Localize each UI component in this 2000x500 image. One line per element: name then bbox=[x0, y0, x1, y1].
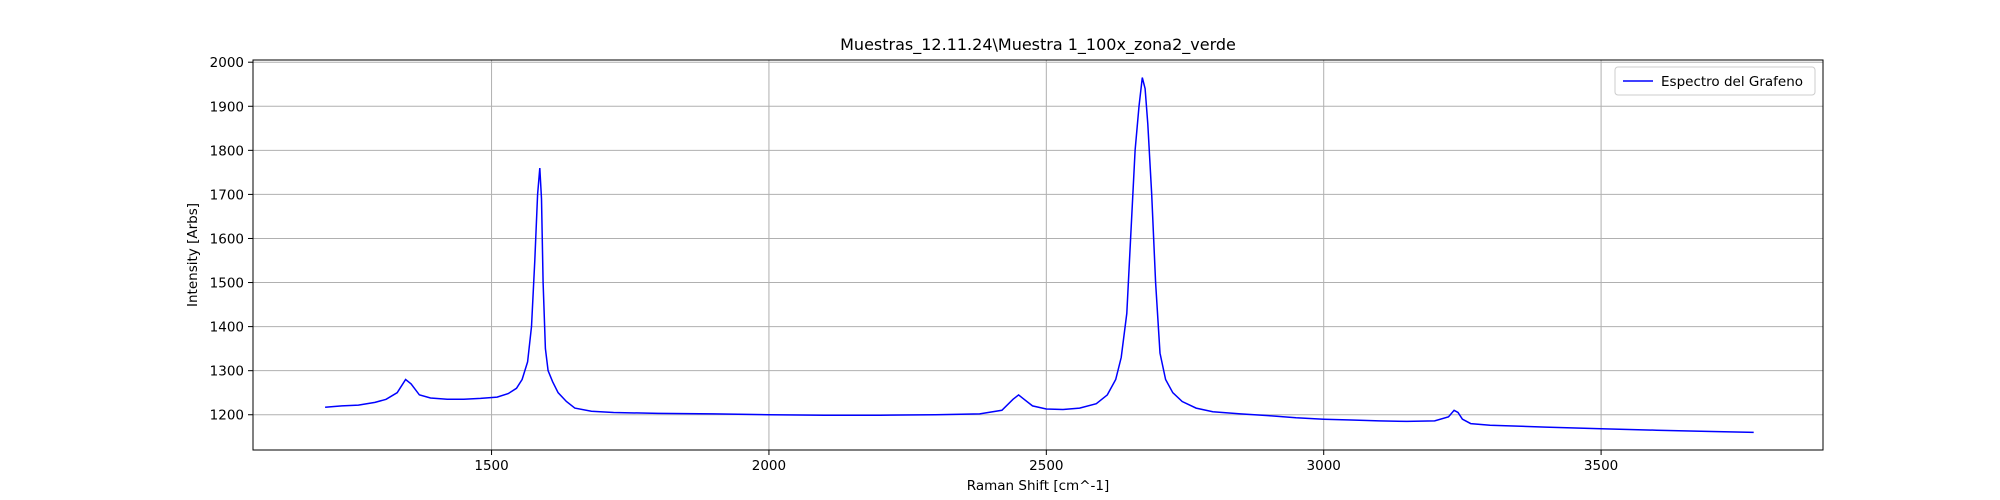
legend-label: Espectro del Grafeno bbox=[1661, 74, 1803, 90]
plot-area bbox=[325, 77, 1754, 434]
x-axis-label: Raman Shift [cm^-1] bbox=[967, 478, 1109, 494]
y-tick-label: 1900 bbox=[210, 99, 244, 115]
y-axis-ticks: 1200 1300 1400 1500 1600 1700 1800 1900 2000 bbox=[210, 55, 253, 424]
x-axis-ticks: 1500 2000 2500 3000 3500 bbox=[474, 450, 1618, 474]
x-tick-label: 2500 bbox=[1029, 458, 1063, 474]
x-tick-label: 3000 bbox=[1307, 458, 1341, 474]
y-axis-label: Intensity [Arbs] bbox=[185, 203, 201, 307]
x-tick-label: 1500 bbox=[474, 458, 508, 474]
y-tick-label: 1400 bbox=[210, 320, 244, 336]
legend-box bbox=[1614, 66, 1816, 96]
y-tick-label: 1600 bbox=[210, 231, 244, 247]
x-tick-label: 2000 bbox=[752, 458, 786, 474]
y-tick-label: 1500 bbox=[210, 276, 244, 292]
axes-frame bbox=[252, 59, 1824, 451]
y-tick-label: 1800 bbox=[210, 143, 244, 159]
y-tick-label: 2000 bbox=[210, 55, 244, 71]
y-tick-label: 1700 bbox=[210, 187, 244, 203]
legend: Espectro del Grafeno bbox=[1614, 66, 1816, 96]
x-tick-label: 3500 bbox=[1584, 458, 1618, 474]
y-tick-label: 1300 bbox=[210, 364, 244, 380]
chart-title: Muestras_12.11.24\Muestra 1_100x_zona2_v… bbox=[840, 35, 1236, 55]
series-line-espectro-del-grafeno bbox=[325, 77, 1754, 434]
grid-lines bbox=[253, 60, 1823, 450]
y-tick-label: 1200 bbox=[210, 408, 244, 424]
